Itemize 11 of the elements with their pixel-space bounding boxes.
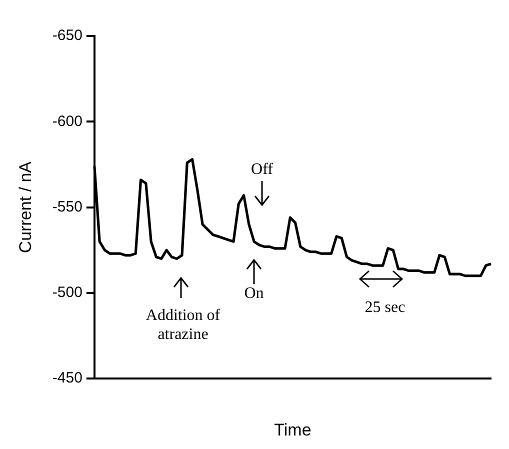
x-axis-title: Time <box>274 420 312 440</box>
annotation: Addition of atrazine <box>144 306 222 344</box>
annotation: On <box>243 284 265 303</box>
y-tick-label: -450 <box>52 370 82 387</box>
y-tick-label: -650 <box>52 27 82 44</box>
y-axis-title: Current / nA <box>16 160 35 254</box>
annotation: 25 sec <box>364 298 406 317</box>
y-tick-label: -550 <box>52 198 82 216</box>
y-tick-label: -600 <box>52 112 82 130</box>
annotation: Off <box>250 160 274 179</box>
y-tick-label: -500 <box>52 284 82 302</box>
